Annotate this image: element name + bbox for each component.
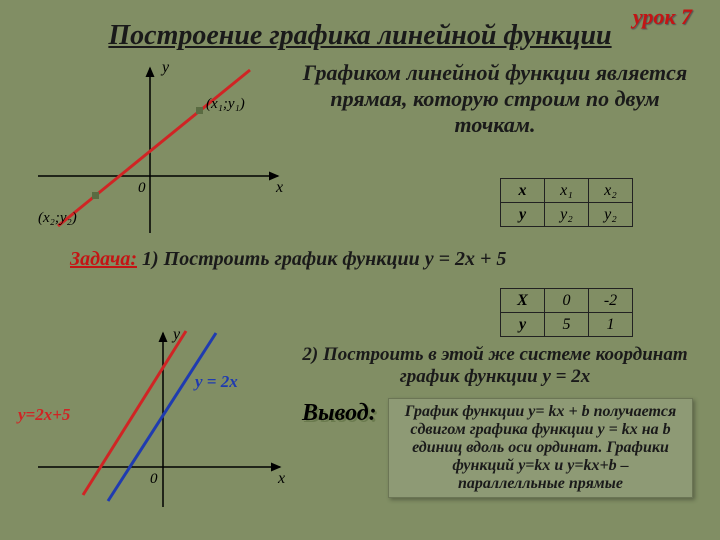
points-table-values: X0-2 y51 [500, 288, 633, 337]
x-axis-label: x [275, 179, 283, 196]
equation-2-label: y = 2x [195, 372, 238, 392]
y-axis-label: y [160, 59, 170, 76]
y-axis-label: y [171, 326, 181, 343]
chart-linear-generic: y x 0 (x₁;y₁) (x₂;y₂) [28, 58, 288, 238]
points-table-generic: xx₁x₂ yy₂y₂ [500, 178, 633, 227]
task-line: Задача: 1) Построить график функции y = … [70, 248, 690, 271]
task-text: 1) Построить график функции y = 2x + 5 [137, 248, 506, 270]
x-axis-label: x [277, 470, 285, 487]
equation-1-label: y=2x+5 [18, 405, 70, 425]
task-label: Задача: [70, 248, 137, 270]
task2-text: 2) Построить в этой же системе координат… [300, 344, 690, 388]
point2-label: (x₂;y₂) [38, 210, 77, 226]
origin-label: 0 [150, 471, 158, 487]
origin-label: 0 [138, 180, 146, 196]
page-title: Построение графика линейной функции [40, 20, 680, 52]
point1-label: (x₁;y₁) [206, 96, 245, 112]
conclusion-box: График функции y= kx + b получается сдви… [388, 398, 693, 498]
conclusion-label: Вывод: [302, 400, 377, 427]
description-text: Графиком линейной функции является пряма… [300, 60, 690, 138]
